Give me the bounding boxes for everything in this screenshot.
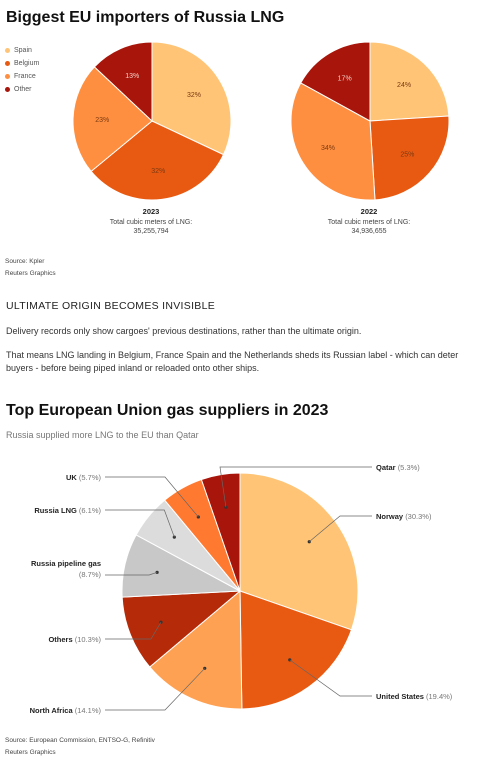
slice-label: North Africa (14.1%) <box>30 706 102 715</box>
callout-line <box>105 509 175 538</box>
pie-slice-others <box>121 590 242 668</box>
pie-slice-label: 24% <box>397 82 411 89</box>
paragraph: That means LNG landing in Belgium, Franc… <box>6 350 459 373</box>
credit-note: Reuters Graphics <box>5 749 56 756</box>
credit-note: Reuters Graphics <box>5 270 56 277</box>
pie-caption-text: Total cubic meters of LNG: <box>327 219 411 226</box>
slice-label: Russia pipeline gas (8.7%) <box>31 559 102 579</box>
legend-item-other: Other <box>5 83 39 96</box>
pie-slice-united-states <box>239 590 353 710</box>
pie-slice-norway <box>239 472 359 631</box>
pie-slice-north-africa <box>149 589 243 710</box>
pie-slice-label: 23% <box>95 117 109 124</box>
pie-2022-caption: 2022 Total cubic meters of LNG: 34,936,6… <box>308 207 430 235</box>
pie-slice-label: 34% <box>321 145 335 152</box>
callout-line <box>289 659 372 697</box>
pie-chart-suppliers: Norway (30.3%) United States (19.4%) North… <box>30 463 453 715</box>
pie-2023-caption: 2023 Total cubic meters of LNG: 35,255,7… <box>90 207 212 235</box>
pie-caption-text: Total cubic meters of LNG: <box>109 219 193 226</box>
legend-label: Other <box>14 86 32 93</box>
pie-slice-belgium <box>90 120 225 201</box>
callout-line <box>105 668 206 711</box>
legend: Spain Belgium France Other <box>5 44 39 96</box>
pie-slice-other <box>93 41 153 123</box>
pie-slice-france <box>72 66 153 173</box>
chart-subtitle: Russia supplied more LNG to the EU than … <box>6 430 199 440</box>
pie-slice-spain <box>369 41 450 122</box>
legend-swatch <box>5 48 10 53</box>
legend-swatch <box>5 74 10 79</box>
pie-slice-label: 32% <box>187 92 201 99</box>
source-note: Source: European Commission, ENTSO-G, Re… <box>5 737 155 744</box>
legend-label: Spain <box>14 47 32 54</box>
pie-slice-other <box>300 41 371 122</box>
pie-chart-2023: 32% 32% 23% 13% <box>72 41 232 201</box>
slice-label: Qatar (5.3%) <box>376 463 420 472</box>
chart-title: Top European Union gas suppliers in 2023 <box>6 402 329 419</box>
slice-label: Others (10.3%) <box>48 635 101 644</box>
pie-total: 35,255,794 <box>133 228 169 235</box>
pie-total: 34,936,655 <box>351 228 387 235</box>
legend-item-belgium: Belgium <box>5 57 39 70</box>
callout-line <box>105 571 158 576</box>
legend-item-france: France <box>5 70 39 83</box>
pie-year-label: 2023 <box>142 207 160 216</box>
legend-label: Belgium <box>14 60 40 67</box>
legend-swatch <box>5 87 10 92</box>
pie-slice-belgium <box>369 115 450 201</box>
callout-line <box>105 622 162 640</box>
section-heading: ULTIMATE ORIGIN BECOMES INVISIBLE <box>6 300 216 312</box>
slice-label: United States (19.4%) <box>376 692 453 701</box>
legend-label: France <box>14 73 36 80</box>
pie-slice-label: 32% <box>151 168 165 175</box>
pie-slice-label: 25% <box>400 151 414 158</box>
slice-label: UK (5.7%) <box>66 473 102 482</box>
legend-swatch <box>5 61 10 66</box>
slice-label: Russia LNG (6.1%) <box>34 506 101 515</box>
pie-chart-2022: 24% 25% 34% 17% <box>290 41 450 201</box>
pie-slice-qatar <box>200 472 241 592</box>
source-note: Source: Kpler <box>5 258 45 265</box>
pie-year-label: 2022 <box>360 207 378 216</box>
callout-line <box>309 515 372 543</box>
chart-title: Biggest EU importers of Russia LNG <box>6 9 285 26</box>
pie-slice-spain <box>151 41 232 156</box>
callout-line <box>105 476 199 518</box>
paragraph: Delivery records only show cargoes' prev… <box>6 326 362 336</box>
pie-slice-label: 13% <box>125 73 139 80</box>
slice-label: Norway (30.3%) <box>376 512 432 521</box>
legend-item-spain: Spain <box>5 44 39 57</box>
pie-slice-label: 17% <box>338 76 352 83</box>
callout-line <box>219 466 372 508</box>
